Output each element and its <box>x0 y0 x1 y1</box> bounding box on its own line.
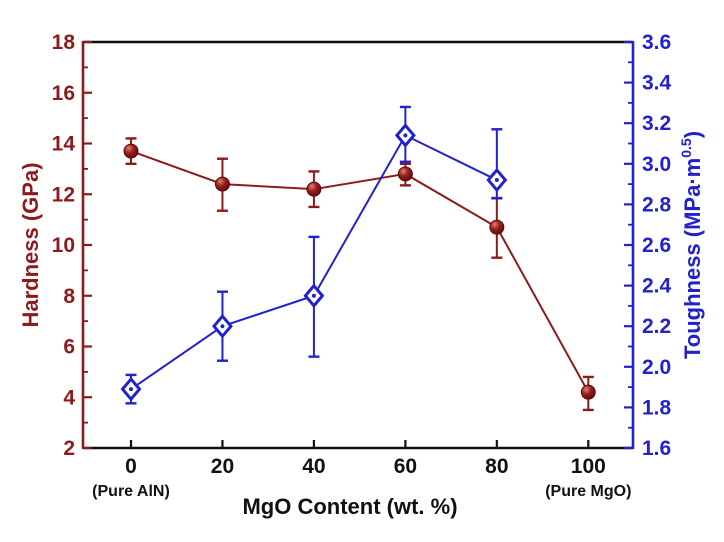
left-axis-tick-label: 14 <box>52 133 76 156</box>
left-axis-tick-label: 4 <box>63 386 75 409</box>
hardness-point-marker <box>489 219 505 235</box>
toughness-point-center-dot <box>220 324 225 329</box>
toughness-point-center-dot <box>311 293 316 298</box>
left-axis-tick-label: 2 <box>63 437 75 460</box>
right-axis-tick-label: 2.4 <box>642 275 672 298</box>
toughness-point-center-dot <box>494 178 499 183</box>
right-axis-title: Toughness (MPa·m0.5) <box>678 131 705 359</box>
left-axis-tick-label: 10 <box>52 234 75 257</box>
x-axis-tick-label: 60 <box>394 455 417 478</box>
toughness-series <box>120 105 508 405</box>
left-axis-tick-label: 6 <box>63 336 75 359</box>
x-axis-sublabel-pure-aln: (Pure AlN) <box>92 483 170 500</box>
hardness-point-marker <box>580 384 596 400</box>
x-axis-tick-label: 80 <box>485 455 508 478</box>
left-axis: 2 4 6 8 10 12 14 16 18 Hardness (GPa) <box>18 31 92 460</box>
hardness-point-marker <box>306 181 322 197</box>
right-axis-tick-label: 1.6 <box>642 437 671 460</box>
right-axis-tick-label: 3.4 <box>642 72 672 95</box>
right-axis-tick-label: 3.6 <box>642 31 671 54</box>
hardness-point-marker <box>214 176 230 192</box>
hardness-series <box>123 137 596 412</box>
x-axis: 0 20 40 60 80 100 (Pure AlN) (Pure MgO) MgO Cont… <box>92 440 631 519</box>
hardness-line <box>130 150 590 393</box>
axis-frame <box>81 40 635 450</box>
toughness-point-center-dot <box>403 133 408 138</box>
left-axis-tick-label: 12 <box>52 183 75 206</box>
right-axis-tick-label: 3.2 <box>642 112 671 135</box>
right-axis-tick-label: 2.2 <box>642 315 671 338</box>
right-axis-tick-label: 2.8 <box>642 193 672 216</box>
x-axis-tick-label: 20 <box>211 455 234 478</box>
toughness-point-center-dot <box>129 387 133 392</box>
left-axis-title: Hardness (GPa) <box>18 162 43 327</box>
right-axis-tick-label: 2.0 <box>642 356 671 379</box>
x-axis-tick-label: 40 <box>302 455 325 478</box>
x-axis-tick-label: 100 <box>571 455 606 478</box>
left-axis-tick-label: 8 <box>63 285 75 308</box>
right-axis-tick-label: 3.0 <box>642 153 671 176</box>
right-axis: 1.6 1.8 2.0 2.2 2.4 2.6 2.8 3.0 3.2 3.4 3.6 Toughne… <box>624 31 705 460</box>
left-axis-tick-label: 18 <box>52 31 76 54</box>
x-axis-sublabel-pure-mgo: (Pure MgO) <box>545 483 631 500</box>
right-axis-tick-label: 2.6 <box>642 234 671 257</box>
left-axis-tick-label: 16 <box>52 82 75 105</box>
hardness-point-marker <box>397 166 413 182</box>
x-axis-title: MgO Content (wt. %) <box>242 494 457 519</box>
x-axis-tick-label: 0 <box>125 455 137 478</box>
right-axis-tick-label: 1.8 <box>642 396 672 419</box>
hardness-point-marker <box>123 143 139 159</box>
